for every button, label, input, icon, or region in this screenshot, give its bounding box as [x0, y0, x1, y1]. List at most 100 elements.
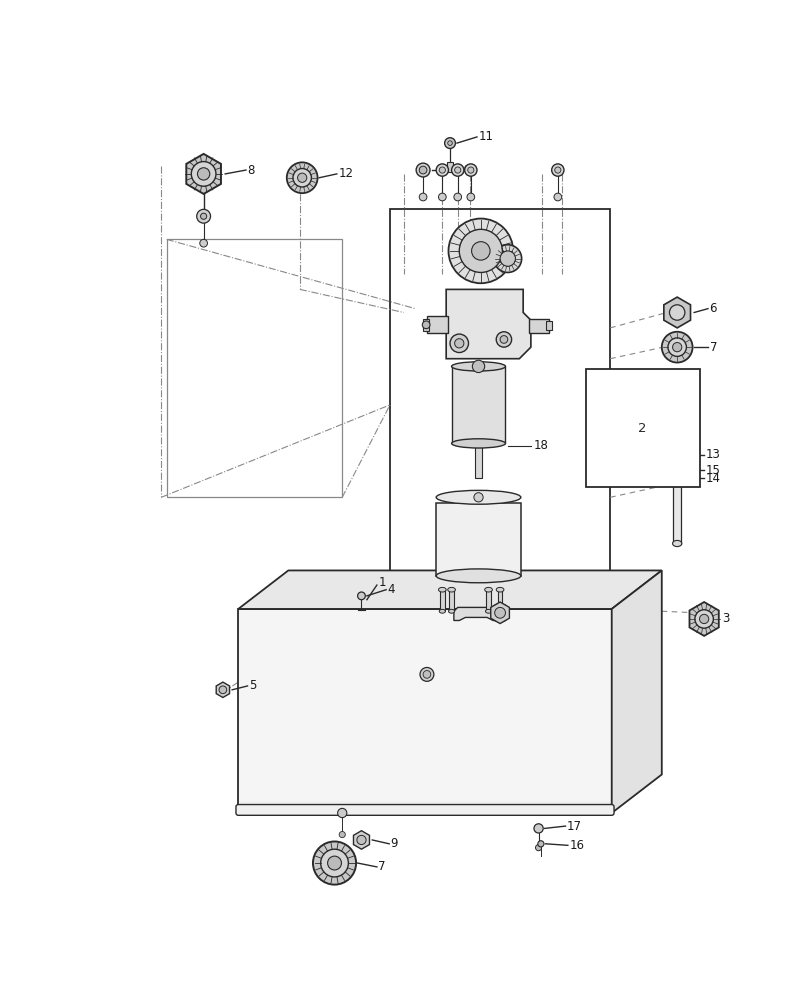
Circle shape [694, 610, 713, 628]
Circle shape [453, 193, 461, 201]
Circle shape [449, 334, 468, 353]
Circle shape [327, 856, 341, 870]
Text: 5: 5 [249, 679, 256, 692]
Circle shape [293, 169, 311, 187]
Circle shape [197, 168, 209, 180]
Text: 3: 3 [722, 612, 729, 625]
Circle shape [418, 193, 427, 201]
Circle shape [200, 239, 208, 247]
Circle shape [474, 493, 483, 502]
Bar [451, 366, 504, 443]
Circle shape [673, 467, 680, 473]
Bar [389, 209, 609, 582]
Bar [427, 316, 448, 333]
Circle shape [451, 164, 463, 176]
Circle shape [534, 824, 543, 833]
Text: 16: 16 [569, 839, 584, 852]
Text: 9: 9 [390, 837, 397, 850]
Circle shape [667, 338, 685, 356]
Circle shape [422, 321, 430, 329]
Bar [436, 503, 520, 576]
Polygon shape [490, 602, 508, 624]
Circle shape [423, 671, 431, 678]
Text: 7: 7 [709, 341, 716, 354]
Ellipse shape [496, 609, 503, 613]
Ellipse shape [451, 362, 504, 371]
Circle shape [534, 845, 541, 851]
Bar [448, 590, 453, 611]
Circle shape [672, 451, 680, 459]
Circle shape [493, 245, 521, 272]
Bar [529, 319, 548, 333]
Circle shape [464, 164, 476, 176]
Text: 2: 2 [637, 422, 646, 434]
Circle shape [447, 141, 452, 145]
Bar [672, 466, 680, 544]
Text: 13: 13 [705, 448, 719, 461]
Circle shape [356, 835, 366, 845]
Polygon shape [186, 154, 221, 194]
Bar [486, 590, 490, 611]
Circle shape [436, 164, 448, 176]
Polygon shape [238, 570, 661, 609]
Circle shape [496, 332, 511, 347]
Circle shape [418, 166, 427, 174]
Ellipse shape [496, 587, 504, 592]
Ellipse shape [436, 490, 520, 504]
Circle shape [661, 332, 692, 363]
Circle shape [554, 167, 560, 173]
Circle shape [467, 167, 474, 173]
Ellipse shape [448, 609, 454, 613]
Bar [474, 447, 482, 478]
Ellipse shape [672, 463, 681, 470]
Ellipse shape [485, 609, 491, 613]
Text: 8: 8 [247, 164, 255, 177]
Circle shape [337, 808, 346, 818]
Ellipse shape [438, 587, 445, 592]
Text: 6: 6 [709, 302, 716, 315]
Circle shape [537, 841, 543, 847]
Circle shape [286, 162, 317, 193]
Circle shape [472, 360, 484, 373]
Circle shape [448, 219, 513, 283]
Circle shape [471, 242, 490, 260]
Text: 1: 1 [378, 576, 385, 588]
Bar [423, 319, 429, 331]
Ellipse shape [451, 439, 504, 448]
Circle shape [419, 667, 433, 681]
Circle shape [219, 686, 226, 694]
Ellipse shape [447, 587, 455, 592]
FancyBboxPatch shape [236, 805, 613, 815]
Text: 12: 12 [338, 167, 353, 180]
Circle shape [415, 163, 430, 177]
Circle shape [439, 167, 445, 173]
Text: 11: 11 [478, 130, 493, 143]
Circle shape [551, 164, 564, 176]
Polygon shape [671, 448, 682, 462]
Ellipse shape [436, 569, 520, 583]
Circle shape [200, 213, 207, 219]
Circle shape [466, 193, 474, 201]
Circle shape [191, 162, 216, 186]
Polygon shape [216, 682, 230, 698]
Ellipse shape [439, 609, 445, 613]
Ellipse shape [672, 540, 681, 547]
Text: 14: 14 [705, 472, 720, 485]
Polygon shape [611, 570, 661, 813]
Circle shape [444, 138, 455, 148]
Circle shape [454, 339, 463, 348]
Bar [239, 801, 609, 813]
Text: 15: 15 [705, 464, 719, 477]
Circle shape [320, 849, 348, 877]
Text: 18: 18 [533, 439, 547, 452]
Bar [440, 590, 444, 611]
Circle shape [672, 343, 681, 352]
Circle shape [459, 229, 502, 272]
Bar [446, 162, 453, 172]
Circle shape [500, 251, 515, 266]
Polygon shape [238, 609, 611, 813]
Text: 10: 10 [457, 164, 471, 177]
Circle shape [297, 173, 307, 182]
Circle shape [339, 831, 345, 838]
Polygon shape [353, 831, 369, 849]
